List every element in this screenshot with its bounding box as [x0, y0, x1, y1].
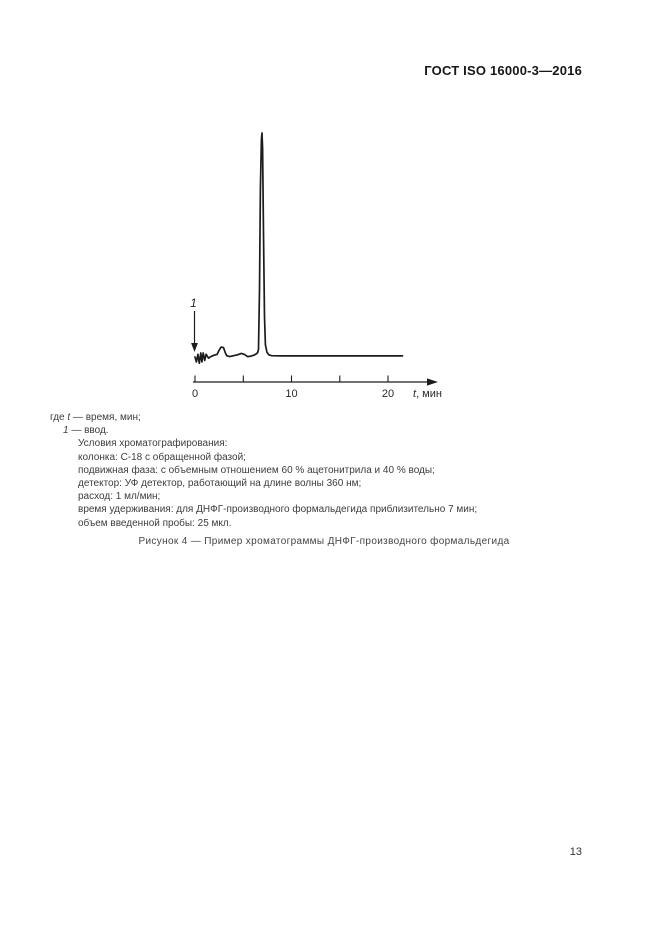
x-tick-label: 0: [192, 388, 198, 400]
time-variable: t: [67, 412, 71, 423]
condition-line: время удерживания: для ДНФГ-производного…: [78, 504, 478, 516]
x-tick-label: 10: [285, 388, 297, 400]
page-number: 13: [569, 846, 582, 858]
condition-line: расход: 1 мл/мин;: [78, 491, 161, 503]
figure-caption: Рисунок 4 — Пример хроматограммы ДНФГ-пр…: [138, 536, 510, 547]
standard-number-header: ГОСТ ISO 16000-3—2016: [424, 63, 582, 78]
condition-line: детектор: УФ детектор, работающий на дли…: [78, 478, 362, 490]
chromatogram-plot: 0 10 20 t, мин 1: [190, 132, 442, 400]
condition-line: колонка: С-18 с обращенной фазой;: [78, 451, 246, 463]
condition-line: объем введенной пробы: 25 мкл.: [78, 517, 232, 529]
figure-explanation: где t — время, мин; 1 — ввод. Условия хр…: [50, 411, 590, 530]
where-suffix: — время, мин;: [70, 412, 141, 423]
chromatogram-trace: [194, 132, 404, 365]
legend-suffix: — ввод.: [68, 425, 109, 437]
x-axis-arrowhead: [427, 378, 438, 386]
legend-number: 1: [63, 425, 69, 437]
legend-item-injection: 1 — ввод.: [63, 424, 590, 437]
chromatogram-figure: 0 10 20 t, мин 1: [180, 115, 450, 410]
condition-line: подвижная фаза: с объемным отношением 60…: [78, 464, 435, 476]
injection-marker-label: 1: [190, 296, 197, 310]
x-tick-label: 20: [382, 388, 394, 400]
condition-line: Условия хроматографирования:: [78, 438, 228, 450]
where-prefix: где: [50, 412, 68, 423]
x-axis-label: t, мин: [413, 388, 442, 400]
chromatography-conditions-list: Условия хроматографирования: колонка: С-1…: [78, 437, 590, 529]
injection-arrow-head: [191, 343, 198, 352]
where-line: где t — время, мин;: [50, 411, 590, 424]
